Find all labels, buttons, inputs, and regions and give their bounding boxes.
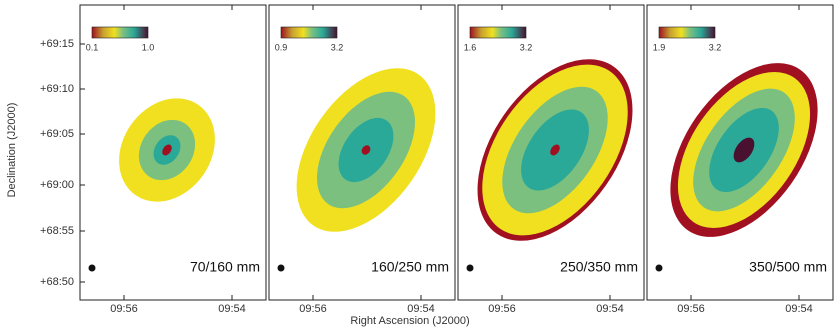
- panel-frame: [268, 4, 456, 301]
- panel-frame: [457, 4, 645, 301]
- emission-region: [550, 144, 560, 156]
- y-tick-label: +69:10: [40, 83, 74, 95]
- colorbar-min: 0.9: [275, 42, 288, 52]
- panel-label: 70/160 mm: [190, 259, 260, 275]
- colorbar-min: 1.6: [464, 42, 477, 52]
- colorbar-max: 3.2: [520, 42, 533, 52]
- x-tick-label: 09:54: [218, 303, 246, 315]
- emission-region: [733, 137, 755, 163]
- colorbar: [469, 26, 527, 39]
- colorbar-min: 1.9: [653, 42, 666, 52]
- panel: 0.1 1.0 70/160 mm 09:56 09:54: [79, 4, 267, 315]
- panel-label: 350/500 mm: [749, 259, 827, 275]
- y-tick-label: +68:55: [40, 225, 74, 237]
- y-tick-label: +69:00: [40, 179, 74, 191]
- colorbar-max: 3.2: [709, 42, 722, 52]
- panel-frame: [79, 4, 267, 301]
- beam: [88, 264, 96, 272]
- x-tick-label: 09:54: [785, 303, 813, 315]
- y-tick-label: +69:15: [40, 38, 74, 50]
- beam: [277, 264, 285, 272]
- emission-region: [162, 144, 172, 156]
- panel-label: 250/350 mm: [560, 259, 638, 275]
- y-axis-title: Declination (J2000): [6, 103, 18, 198]
- x-tick-label: 09:56: [677, 303, 705, 315]
- panel: 1.6 3.2 250/350 mm 09:56 09:54: [457, 4, 645, 315]
- y-tick-label: +68:50: [40, 276, 74, 288]
- y-tick-label: +69:05: [40, 128, 74, 140]
- x-axis-title: Right Ascension (J2000): [350, 315, 469, 327]
- x-tick-label: 09:54: [596, 303, 624, 315]
- x-tick-label: 09:56: [110, 303, 138, 315]
- colorbar: [658, 26, 716, 39]
- beam: [655, 264, 663, 272]
- colorbar-max: 3.2: [331, 42, 344, 52]
- panel-frame: [646, 4, 834, 301]
- x-tick-label: 09:54: [407, 303, 435, 315]
- x-tick-label: 09:56: [488, 303, 516, 315]
- panel: 0.9 3.2 160/250 mm 09:56 09:54: [268, 4, 456, 315]
- colorbar-min: 0.1: [86, 42, 99, 52]
- colorbar: [280, 26, 338, 39]
- colorbar: [91, 26, 149, 39]
- panel: 1.9 3.2 350/500 mm 09:56 09:54: [646, 4, 834, 315]
- panel-label: 160/250 mm: [371, 259, 449, 275]
- beam: [466, 264, 474, 272]
- colorbar-max: 1.0: [142, 42, 155, 52]
- x-tick-label: 09:56: [299, 303, 327, 315]
- emission-region: [361, 145, 371, 155]
